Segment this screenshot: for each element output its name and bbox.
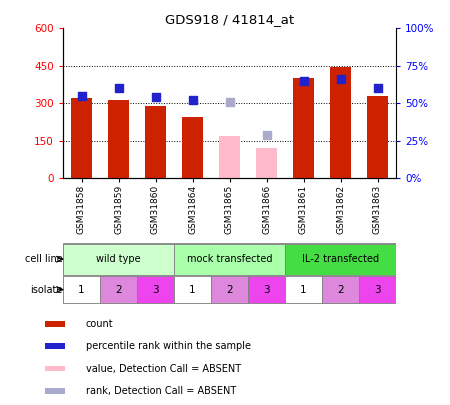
Point xyxy=(263,132,270,138)
Text: 2: 2 xyxy=(115,285,122,294)
Text: IL-2 transfected: IL-2 transfected xyxy=(302,254,379,264)
Bar xyxy=(182,117,202,178)
Text: 3: 3 xyxy=(263,285,270,294)
Text: 2: 2 xyxy=(337,285,344,294)
Bar xyxy=(63,244,174,275)
Bar xyxy=(45,366,65,371)
Text: percentile rank within the sample: percentile rank within the sample xyxy=(86,341,251,351)
Point xyxy=(300,78,307,84)
Text: 1: 1 xyxy=(78,285,85,294)
Point xyxy=(78,93,85,99)
Text: 3: 3 xyxy=(374,285,381,294)
Point xyxy=(115,85,122,92)
Bar xyxy=(359,276,396,303)
Point xyxy=(226,98,233,105)
Bar xyxy=(293,78,314,178)
Bar xyxy=(63,276,100,303)
Text: value, Detection Call = ABSENT: value, Detection Call = ABSENT xyxy=(86,364,241,373)
Bar xyxy=(45,343,65,349)
Point xyxy=(337,76,344,83)
Text: 1: 1 xyxy=(189,285,196,294)
Text: 2: 2 xyxy=(226,285,233,294)
Text: 3: 3 xyxy=(152,285,159,294)
Bar xyxy=(100,276,137,303)
Point xyxy=(189,97,196,104)
Bar xyxy=(211,276,248,303)
Bar xyxy=(285,276,322,303)
Text: cell line: cell line xyxy=(24,254,62,264)
Title: GDS918 / 41814_at: GDS918 / 41814_at xyxy=(165,13,294,26)
Bar xyxy=(45,321,65,327)
Bar xyxy=(256,148,277,178)
Bar xyxy=(108,100,129,178)
Bar xyxy=(45,388,65,394)
Text: count: count xyxy=(86,319,113,329)
Bar xyxy=(330,67,351,178)
Text: mock transfected: mock transfected xyxy=(187,254,272,264)
Bar xyxy=(71,98,92,178)
Text: rank, Detection Call = ABSENT: rank, Detection Call = ABSENT xyxy=(86,386,236,396)
Bar xyxy=(137,276,174,303)
Bar xyxy=(285,244,396,275)
Bar xyxy=(248,276,285,303)
Bar xyxy=(145,106,166,178)
Text: 1: 1 xyxy=(300,285,307,294)
Bar xyxy=(174,244,285,275)
Bar xyxy=(174,276,211,303)
Text: wild type: wild type xyxy=(96,254,141,264)
Point xyxy=(374,85,381,92)
Bar xyxy=(322,276,359,303)
Bar xyxy=(219,136,240,178)
Bar xyxy=(367,96,388,178)
Point xyxy=(152,94,159,100)
Text: isolate: isolate xyxy=(30,285,62,294)
